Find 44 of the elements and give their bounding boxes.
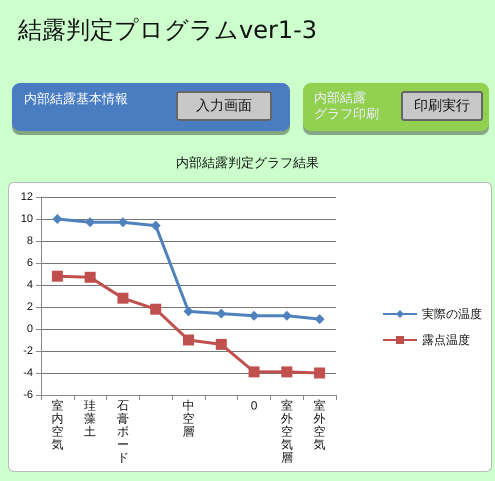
y-tick-label: 2 (26, 301, 33, 313)
point (183, 334, 194, 346)
y-tick-label: -4 (23, 367, 33, 379)
point (118, 217, 128, 228)
y-tick-label: 4 (26, 279, 33, 291)
point (216, 338, 227, 350)
x-tick-label: 珪藻土 (84, 398, 96, 438)
point (314, 368, 326, 378)
y-tick-label: 0 (26, 323, 33, 335)
chart-subtitle: 内部結露判定グラフ結果 (175, 155, 320, 172)
point (117, 292, 128, 304)
y-tick-label: 8 (26, 235, 33, 247)
point (281, 366, 292, 378)
y-tick-label: -2 (23, 345, 33, 357)
text: 印刷実行 (401, 91, 483, 121)
point (249, 310, 260, 321)
point (52, 270, 63, 282)
point (184, 306, 194, 316)
text: 内部結露 (314, 91, 366, 107)
legend-label: 実際の温度 (422, 307, 482, 321)
x-tick-label: 室内空気 (51, 398, 64, 452)
point (85, 217, 96, 228)
text: 入力画面 (176, 91, 272, 121)
point (314, 314, 325, 324)
text: グラフ印刷 (314, 107, 379, 123)
x-tick-label: 中空層 (182, 398, 194, 438)
y-tick-label: 6 (26, 257, 33, 269)
text: 内部結露基本情報 (24, 92, 128, 108)
y-tick-label: 10 (20, 213, 33, 225)
x-tick-label: 0 (250, 398, 258, 412)
point (52, 214, 62, 224)
legend-label: 露点温度 (422, 333, 470, 347)
chart-title: 結露判定プログラムver1-3 (18, 15, 318, 46)
point (248, 366, 260, 378)
point (216, 308, 226, 319)
y-tick-label: 12 (20, 191, 33, 203)
point (282, 310, 292, 321)
point (150, 304, 162, 315)
x-tick-label: 室外空気 (314, 398, 326, 452)
x-tick-label: 室外空気層 (280, 398, 293, 464)
point (84, 272, 96, 283)
x-tick-label: 石膏ボード (116, 398, 129, 464)
point (150, 220, 161, 231)
y-tick-label: -6 (23, 389, 33, 401)
